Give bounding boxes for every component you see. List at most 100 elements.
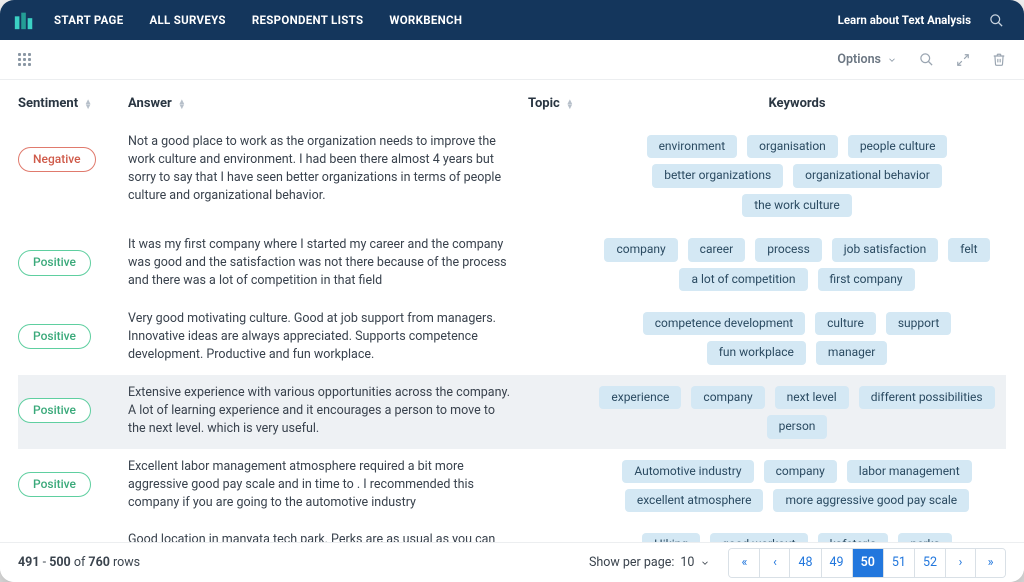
keyword-tag[interactable]: support [886, 312, 951, 335]
chevron-down-icon [700, 558, 710, 568]
keyword-tag[interactable]: organizational behavior [793, 164, 942, 187]
pager-page[interactable]: 48 [789, 549, 820, 577]
cell-topic [528, 458, 588, 515]
pager-page[interactable]: 51 [883, 549, 914, 577]
keyword-tag[interactable]: next level [775, 386, 849, 409]
keyword-tag[interactable]: company [604, 238, 677, 261]
keyword-tag[interactable]: career [688, 238, 746, 261]
keyword-tag[interactable]: fun workplace [707, 341, 806, 364]
cell-keywords: company career process job satisfaction felt… [588, 236, 1006, 293]
keyword-tag[interactable]: person [767, 415, 828, 438]
sentiment-badge: Positive [18, 398, 91, 423]
rows-word: rows [113, 555, 140, 570]
toolbar-delete-button[interactable] [992, 52, 1006, 67]
keyword-tag[interactable]: process [755, 238, 822, 261]
sort-icon: ▲▼ [566, 99, 574, 109]
keyword-tag[interactable]: company [691, 386, 764, 409]
search-icon [989, 13, 1004, 28]
col-sentiment[interactable]: Sentiment ▲▼ [18, 96, 128, 111]
options-label: Options [837, 52, 881, 67]
cell-answer: Extensive experience with various opport… [128, 384, 528, 441]
cell-topic [528, 310, 588, 367]
cell-topic [528, 133, 588, 219]
keyword-tag[interactable]: felt [948, 238, 989, 261]
keyword-tag[interactable]: a lot of competition [679, 268, 807, 291]
show-per-page[interactable]: Show per page: 10 [589, 555, 710, 570]
keyword-tag[interactable]: manager [816, 341, 887, 364]
chevron-down-icon [887, 55, 897, 65]
keyword-tag[interactable]: kafeteria [818, 533, 889, 542]
range-start: 491 [18, 555, 40, 570]
range-end: 500 [49, 555, 71, 570]
expand-icon [956, 53, 970, 67]
keyword-tag[interactable]: the work culture [742, 194, 852, 217]
col-keywords[interactable]: Keywords [588, 96, 1006, 111]
drag-handle-icon[interactable] [18, 53, 32, 67]
options-button[interactable]: Options [837, 52, 897, 67]
keyword-tag[interactable]: excellent atmosphere [625, 489, 764, 512]
pager-prev[interactable]: ‹ [759, 549, 789, 577]
cell-answer: Good location in manyata tech park. Perk… [128, 531, 528, 542]
table-row[interactable]: NegativeNot a good place to work as the … [18, 124, 1006, 227]
table-row[interactable]: Positive Extensive experience with variou… [18, 375, 1006, 449]
table-row[interactable]: Positive It was my first company where I … [18, 227, 1006, 301]
nav-search-button[interactable] [989, 13, 1004, 28]
nav-all-surveys[interactable]: ALL SURVEYS [149, 13, 225, 27]
toolbar-expand-button[interactable] [956, 53, 970, 67]
col-keywords-label: Keywords [768, 96, 825, 111]
keyword-tag[interactable]: perks [898, 533, 951, 542]
nav-respondent-lists[interactable]: RESPONDENT LISTS [252, 13, 364, 27]
pager-page[interactable]: 50 [852, 549, 883, 577]
brand-logo[interactable] [12, 8, 36, 32]
keyword-tag[interactable]: job satisfaction [832, 238, 938, 261]
keyword-tag[interactable]: company [764, 460, 837, 483]
pager-last[interactable]: » [975, 549, 1005, 577]
table-row[interactable]: PositiveGood location in manyata tech pa… [18, 522, 1006, 542]
keyword-tag[interactable]: better organizations [652, 164, 783, 187]
nav-workbench[interactable]: WORKBENCH [389, 13, 462, 27]
cell-sentiment: Positive [18, 458, 128, 515]
keyword-tag[interactable]: Hiking [642, 533, 700, 542]
keyword-tag[interactable]: experience [599, 386, 681, 409]
nav-start-page[interactable]: START PAGE [54, 13, 123, 27]
sentiment-badge: Positive [18, 250, 91, 275]
keyword-tag[interactable]: organisation [747, 135, 838, 158]
col-answer[interactable]: Answer ▲▼ [128, 96, 528, 111]
toolbar: Options [0, 40, 1024, 80]
rows-info: 491 - 500 of 760 rows [18, 555, 140, 570]
keyword-tag[interactable]: competence development [643, 312, 805, 335]
nav-learn-link[interactable]: Learn about Text Analysis [838, 13, 971, 27]
keyword-tag[interactable]: more aggressive good pay scale [773, 489, 969, 512]
pager-first[interactable]: « [729, 549, 759, 577]
cell-answer: It was my first company where I started … [128, 236, 528, 293]
keyword-tag[interactable]: different possibilities [859, 386, 995, 409]
cell-topic [528, 236, 588, 293]
keyword-tag[interactable]: people culture [848, 135, 948, 158]
pager-next[interactable]: › [945, 549, 975, 577]
keyword-tag[interactable]: good workout [710, 533, 808, 542]
cell-keywords: Hikinggood workoutkafeteriaperksgood loc… [588, 531, 1006, 542]
cell-answer: Not a good place to work as the organiza… [128, 133, 528, 219]
sort-icon: ▲▼ [178, 99, 186, 109]
pager-page[interactable]: 52 [914, 549, 945, 577]
keyword-tag[interactable]: environment [647, 135, 738, 158]
keyword-tag[interactable]: culture [815, 312, 876, 335]
table-body: NegativeNot a good place to work as the … [18, 124, 1006, 542]
show-per-label: Show per page: [589, 555, 674, 570]
pager-page[interactable]: 49 [821, 549, 852, 577]
search-icon [919, 52, 934, 67]
col-topic[interactable]: Topic ▲▼ [528, 96, 588, 111]
keyword-tag[interactable]: Automotive industry [622, 460, 753, 483]
keyword-tag[interactable]: first company [818, 268, 915, 291]
toolbar-search-button[interactable] [919, 52, 934, 67]
cell-topic [528, 531, 588, 542]
table-row[interactable]: PositiveVery good motivating culture. Go… [18, 301, 1006, 375]
col-answer-label: Answer [128, 96, 172, 111]
table-header: Sentiment ▲▼ Answer ▲▼ Topic ▲▼ Keywords [18, 86, 1006, 124]
brand-logo-icon [13, 9, 35, 31]
table-row[interactable]: PositiveExcellent labor management atmos… [18, 449, 1006, 523]
trash-icon [992, 52, 1006, 67]
nav-links: START PAGE ALL SURVEYS RESPONDENT LISTS … [54, 13, 462, 27]
keyword-tag[interactable]: labor management [847, 460, 972, 483]
cell-keywords: competence development culture support fun … [588, 310, 1006, 367]
